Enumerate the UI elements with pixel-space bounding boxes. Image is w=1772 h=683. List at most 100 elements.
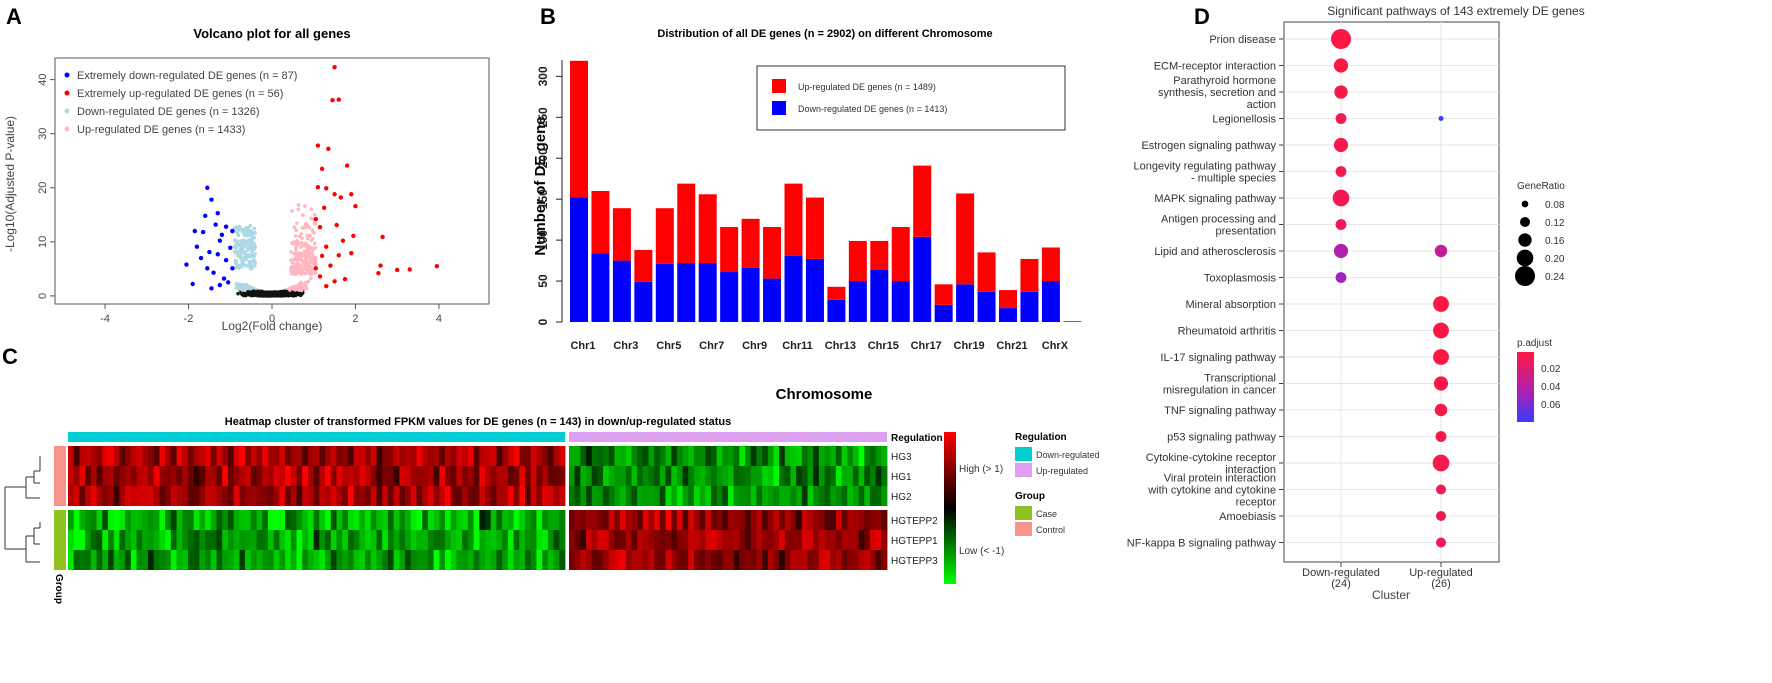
heatmap-cell [547, 446, 554, 466]
pathway-label: interaction [1225, 464, 1276, 476]
heatmap-cell [710, 466, 718, 486]
heatmap-cell [296, 466, 303, 486]
heatmap-cell [427, 486, 435, 506]
heatmap-cell [267, 510, 275, 530]
heatmap-cell [665, 510, 672, 530]
heatmap-cell [547, 466, 554, 486]
heatmap-cell [330, 486, 337, 506]
heatmap-cell [496, 446, 503, 466]
volcano-point-up-regulated [293, 234, 298, 238]
heatmap-cell [227, 510, 235, 530]
heatmap-cell [773, 486, 780, 506]
heatmap-cell [125, 510, 132, 530]
heatmap-cell [210, 530, 217, 550]
heatmap-cell [359, 486, 366, 506]
heatmap-cell [467, 446, 474, 466]
heatmap-cell [597, 510, 604, 530]
heatmap-cell [467, 510, 474, 530]
volcano-point-up-regulated [297, 288, 302, 292]
heatmap-cell [671, 530, 678, 550]
heatmap-cell [631, 446, 638, 466]
heatmap-cell [864, 510, 871, 530]
heatmap-cell [813, 550, 820, 570]
heatmap-cell [382, 486, 389, 506]
heatmap-cell [227, 486, 235, 506]
heatmap-cell [176, 530, 183, 550]
heatmap-cell [502, 446, 509, 466]
heatmap-cell [835, 550, 842, 570]
volcano-legend-label: Extremely down-regulated DE genes (n = 8… [77, 70, 297, 82]
heatmap-cell [353, 510, 360, 530]
bar-down-chr16 [891, 281, 910, 322]
heatmap-cell [302, 466, 309, 486]
heatmap-cell [290, 466, 297, 486]
volcano-point-not-significant [265, 293, 270, 298]
heatmap-cell [73, 466, 80, 486]
heatmap-cell [716, 486, 723, 506]
heatmap-cell [233, 550, 240, 570]
heatmap-cell [473, 510, 480, 530]
pathway-dot [1435, 431, 1447, 442]
heatmap-cell [416, 530, 423, 550]
heatmap-cell [519, 486, 526, 506]
pathway-label: Parathyroid hormone [1173, 75, 1276, 87]
heatmap-cell [182, 530, 189, 550]
heatmap-cell [847, 466, 854, 486]
heatmap-cell [353, 550, 360, 570]
heatmap-cell [405, 486, 412, 506]
volcano-point-extreme-down [228, 245, 233, 250]
heatmap-cell [875, 486, 882, 506]
bar-down-chr13 [827, 299, 846, 322]
heatmap-cell [659, 446, 666, 466]
volcano-point-extreme-down [230, 228, 235, 234]
heatmap-cell [450, 466, 457, 486]
heatmap-cell [519, 446, 526, 466]
heatmap-cell [245, 466, 252, 486]
heatmap-cell [796, 530, 803, 550]
heatmap-cell [745, 446, 752, 466]
bar-xtick-label: Chr5 [656, 340, 681, 352]
heatmap-cell [676, 510, 683, 530]
heatmap-cell [125, 446, 132, 466]
volcano-point-extreme-up [324, 186, 329, 191]
heatmap-cell [199, 550, 206, 570]
heatmap-cell [513, 466, 520, 486]
bar-ytick-label: 300 [536, 66, 550, 86]
heatmap-cell [68, 466, 75, 486]
pathway-label: - multiple species [1191, 173, 1276, 185]
heatmap-cell [165, 510, 172, 530]
heatmap-cell [779, 446, 786, 466]
heatmap-cell [187, 486, 195, 506]
heatmap-cell [433, 510, 440, 530]
volcano-point-down-regulated [250, 247, 255, 252]
heatmap-cell [574, 530, 581, 550]
volcano-point-down-regulated [242, 232, 246, 236]
bar-down-chr10 [763, 278, 782, 322]
volcano-point-down-regulated [234, 286, 239, 290]
heatmap-cell [756, 530, 763, 550]
bar-xtick-label: Chr11 [782, 340, 813, 352]
volcano-legend-marker [64, 72, 70, 78]
volcano-point-up-regulated [309, 216, 313, 221]
legend-down-label: Down-regulated [1036, 450, 1100, 460]
heatmap-cell [852, 510, 860, 530]
heatmap-cell [239, 486, 246, 506]
heatmap-cell [227, 550, 235, 570]
volcano-point-extreme-up [328, 263, 333, 268]
heatmap-cell [165, 446, 172, 466]
heatmap-cell [654, 550, 661, 570]
pathway-label: action [1247, 99, 1276, 111]
pathway-label: Prion disease [1209, 34, 1276, 46]
heatmap-cell [784, 530, 791, 550]
heatmap-cell [728, 530, 735, 550]
heatmap-cell [256, 550, 263, 570]
cluster-label: Up-regulated [1409, 567, 1473, 579]
heatmap-cell [370, 550, 377, 570]
volcano-point-up-regulated [293, 265, 298, 270]
volcano-title: Volcano plot for all genes [193, 26, 350, 41]
heatmap-cell [159, 530, 166, 550]
volcano-point-extreme-down [221, 276, 227, 281]
heatmap-cell [68, 486, 75, 506]
heatmap-cell [490, 510, 497, 530]
heatmap-cell [733, 530, 740, 550]
